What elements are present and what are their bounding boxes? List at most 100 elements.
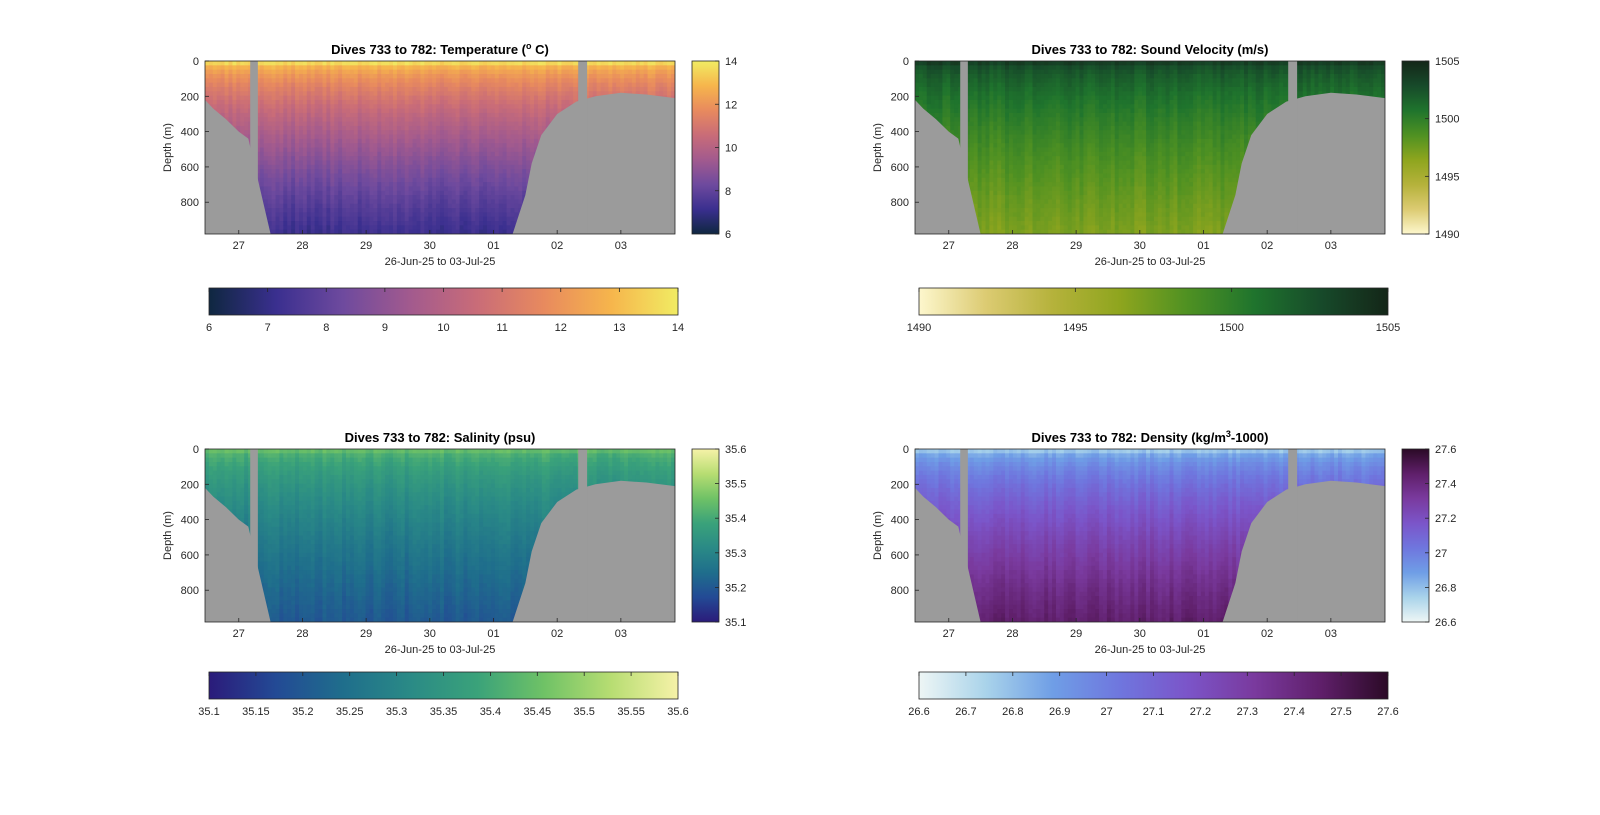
data-cell [541, 78, 547, 84]
data-cell [393, 112, 398, 118]
data-cell [428, 208, 433, 213]
data-cell [306, 82, 312, 88]
data-cell [322, 190, 328, 196]
data-cell [643, 73, 649, 79]
data-cell [479, 221, 484, 226]
data-cell [404, 203, 410, 209]
data-cell [549, 69, 555, 75]
data-cell [526, 69, 531, 75]
data-cell [326, 160, 331, 166]
data-cell [440, 138, 445, 144]
data-cell [522, 112, 527, 118]
data-cell [514, 169, 519, 175]
data-cell [447, 208, 453, 213]
data-cell [440, 225, 445, 231]
data-cell [490, 182, 496, 188]
data-cell [545, 65, 551, 71]
data-cell [408, 65, 414, 71]
data-cell [381, 225, 386, 231]
data-cell [357, 203, 363, 209]
data-cell [314, 156, 320, 162]
data-cell [404, 169, 410, 175]
data-cell [483, 212, 488, 218]
data-cell [306, 73, 312, 79]
data-cell [212, 86, 218, 92]
data-cell [643, 61, 649, 66]
data-cell [408, 221, 414, 226]
data-cell [365, 182, 371, 188]
data-cell [330, 160, 335, 166]
data-cell [420, 134, 425, 140]
data-cell [420, 177, 425, 183]
data-cell [915, 78, 920, 84]
data-cell [346, 82, 351, 88]
data-cell [381, 169, 386, 175]
data-cell [385, 69, 390, 75]
data-cell [369, 182, 375, 188]
data-cell [255, 156, 261, 162]
data-cell [208, 61, 214, 66]
data-cell [420, 117, 425, 123]
data-cell [494, 82, 500, 88]
data-cell [400, 95, 406, 101]
data-cell [569, 86, 574, 92]
data-cell [393, 216, 398, 222]
data-cell [361, 164, 367, 170]
data-cell [295, 65, 300, 71]
data-cell [377, 221, 382, 226]
data-cell [236, 125, 241, 131]
panel-1: Dives 733 to 782: Sound Velocity (m/s)02… [872, 42, 1459, 334]
data-cell [263, 177, 269, 183]
data-cell [447, 121, 453, 127]
data-cell [381, 203, 386, 209]
data-cell [518, 99, 523, 105]
data-cell [404, 182, 410, 188]
data-cell [244, 130, 249, 136]
data-cell [915, 73, 920, 79]
data-cell [287, 216, 292, 222]
data-cell [616, 65, 621, 71]
data-cell [530, 86, 535, 92]
data-cell [479, 216, 484, 222]
data-cell [518, 203, 523, 209]
data-cell [267, 73, 273, 79]
data-cell [349, 78, 355, 84]
data-cell [549, 65, 555, 71]
colorbar-tick-label: 8 [725, 186, 731, 198]
data-cell [537, 78, 543, 84]
data-cell [365, 221, 371, 226]
data-cell [428, 186, 433, 192]
data-cell [490, 173, 496, 179]
data-cell [424, 169, 429, 175]
data-cell [373, 134, 378, 140]
data-cell [377, 216, 382, 222]
data-cell [494, 143, 500, 149]
data-cell [530, 121, 535, 127]
data-cell [349, 86, 355, 92]
data-cell [287, 112, 292, 118]
data-cell [440, 177, 445, 183]
data-cell [299, 208, 304, 213]
data-cell [530, 95, 535, 101]
data-cell [443, 169, 449, 175]
data-cell [373, 160, 378, 166]
data-cell [475, 229, 480, 234]
data-cell [455, 125, 461, 131]
data-cell [240, 130, 245, 136]
data-cell [232, 73, 237, 79]
data-cell [443, 104, 449, 110]
data-cell [267, 86, 273, 92]
data-cell [416, 117, 422, 123]
data-cell [440, 173, 445, 179]
data-cell [400, 190, 406, 196]
data-cell [412, 208, 418, 213]
data-cell [506, 156, 512, 162]
data-cell [522, 164, 527, 170]
data-cell [365, 186, 371, 192]
data-cell [459, 99, 465, 105]
data-cell [522, 95, 527, 101]
data-cell [385, 143, 390, 149]
data-cell [584, 65, 590, 71]
data-cell [502, 61, 508, 66]
data-cell [279, 147, 284, 153]
